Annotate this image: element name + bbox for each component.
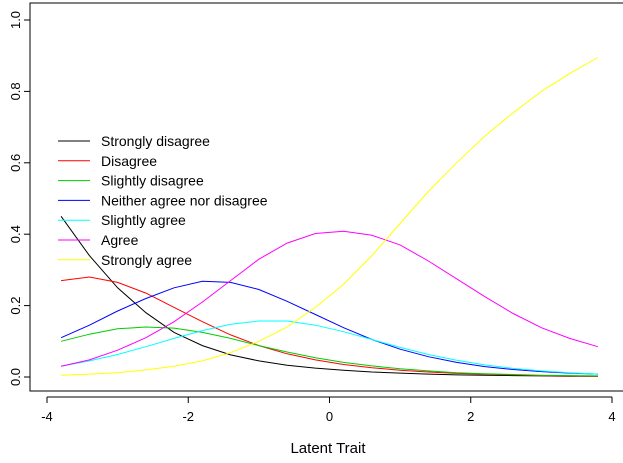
- x-tick-label: 4: [608, 409, 615, 424]
- y-tick-label: 0.4: [8, 225, 23, 243]
- legend-label: Strongly disagree: [101, 133, 210, 149]
- y-axis: 0.0 0.2 0.4 0.6 0.8 1.0: [8, 11, 31, 386]
- x-tick-label: 0: [326, 409, 333, 424]
- series-line-6: [60, 230, 599, 367]
- x-axis: -4 -2 0 2 4: [41, 396, 616, 424]
- legend-label: Strongly agree: [101, 252, 192, 268]
- legend: Strongly disagree Disagree Slightly disagr…: [58, 133, 268, 268]
- legend-label: Agree: [101, 232, 139, 248]
- y-tick-label: 0.6: [8, 154, 23, 172]
- x-tick-label: -4: [41, 409, 53, 424]
- x-axis-title: Latent Trait: [290, 440, 366, 457]
- series-line-4: [60, 280, 598, 375]
- series-line-5: [61, 320, 598, 375]
- series-line-3: [60, 326, 598, 377]
- x-tick-label: 2: [467, 409, 474, 424]
- y-tick-label: 0.2: [8, 297, 23, 315]
- y-tick-label: 0.8: [8, 82, 23, 100]
- legend-label: Neither agree nor disagree: [101, 192, 268, 208]
- series-line-7: [61, 57, 599, 376]
- legend-label: Slightly disagree: [101, 173, 204, 189]
- x-tick-label: -2: [182, 409, 194, 424]
- y-tick-label: 1.0: [8, 11, 23, 29]
- y-tick-label: 0.0: [8, 368, 23, 386]
- legend-label: Disagree: [101, 153, 157, 169]
- legend-label: Slightly agree: [101, 212, 186, 228]
- series-line-1: [60, 216, 598, 377]
- series-line-2: [61, 276, 598, 377]
- series-layer: [60, 57, 599, 377]
